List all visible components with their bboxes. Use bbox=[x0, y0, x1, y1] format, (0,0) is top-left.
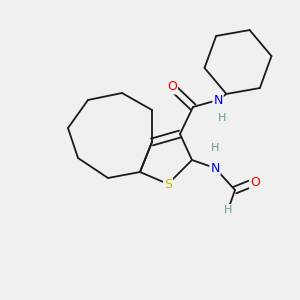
Text: H: H bbox=[218, 113, 226, 123]
Text: H: H bbox=[224, 205, 232, 215]
Text: O: O bbox=[167, 80, 177, 94]
Text: N: N bbox=[213, 94, 223, 106]
Text: O: O bbox=[250, 176, 260, 188]
Text: S: S bbox=[164, 178, 172, 190]
Text: N: N bbox=[210, 161, 220, 175]
Text: H: H bbox=[211, 143, 219, 153]
